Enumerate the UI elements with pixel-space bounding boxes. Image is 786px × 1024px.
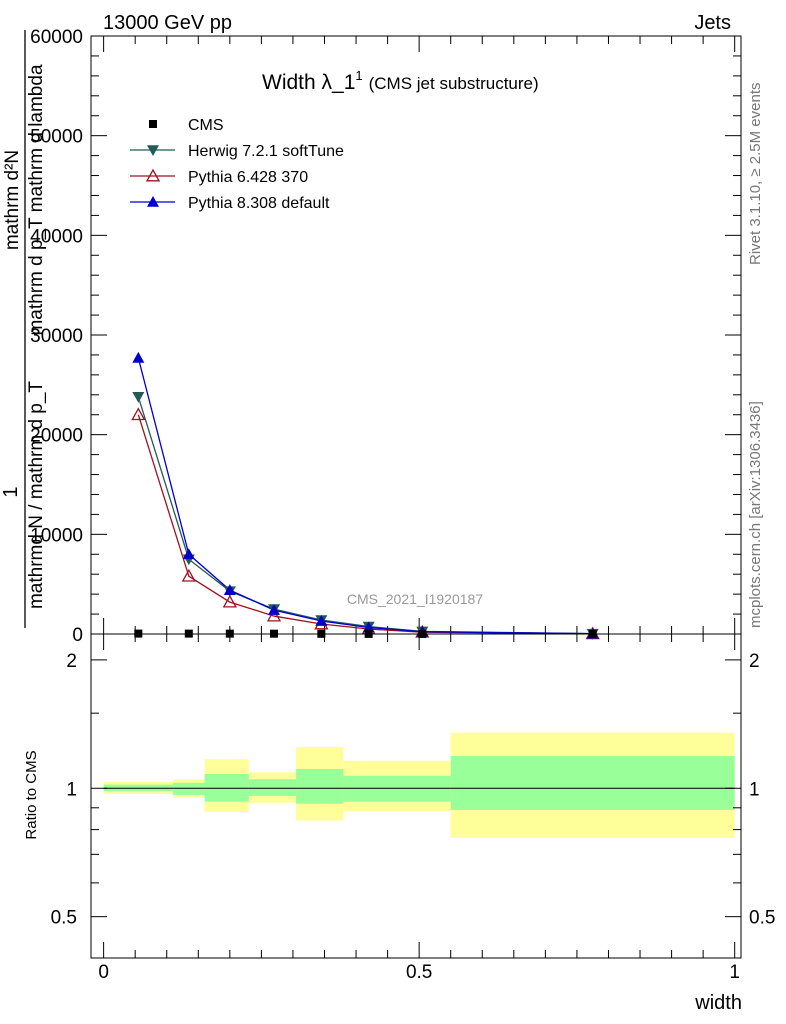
ratio-y-tick-labels: 0.5 0.5 1 1 2 2 — [51, 651, 776, 929]
series-point — [315, 615, 328, 626]
series-lines — [137, 357, 593, 635]
legend-marker — [147, 196, 159, 207]
ratio-panel: 0.5 0.51 12 2 0 0.5 1 Ratio to CMS width — [23, 633, 776, 1014]
legend-marker — [149, 120, 157, 128]
ratio-inner-band — [450, 756, 735, 810]
x-tick-label: 0.5 — [406, 962, 432, 983]
legend-label: Pythia 6.428 370 — [188, 169, 308, 186]
series-point — [182, 548, 195, 560]
series-point — [132, 391, 145, 403]
ylabel-norm: mathrmd N / mathrm d p_T — [26, 381, 47, 609]
series-line — [137, 414, 593, 635]
y-tick-label: 40000 — [30, 226, 83, 247]
title-note: (CMS jet substructure) — [369, 74, 539, 93]
y-tick-label: 20000 — [30, 426, 83, 447]
x-axis-label: width — [694, 992, 742, 1014]
legend-entry: Pythia 6.428 370 — [130, 168, 308, 186]
ratio-y-tick-label: 1 — [66, 779, 77, 800]
title-sup: 1 — [355, 68, 362, 83]
series-line — [137, 357, 593, 635]
legend-entry: Pythia 8.308 default — [130, 195, 330, 212]
watermark: CMS_2021_I1920187 — [347, 591, 483, 607]
header-left: 13000 GeV pp — [103, 12, 232, 34]
title-main: Width λ_1 — [262, 71, 355, 94]
ratio-y-tick-label-right: 0.5 — [749, 908, 775, 929]
ratio-ylabel: Ratio to CMS — [23, 750, 40, 839]
main-y-tick-labels: 0 10000 20000 30000 40000 50000 60000 — [30, 27, 83, 646]
series-point — [223, 584, 236, 595]
legend-label: Herwig 7.2.1 softTune — [188, 143, 344, 160]
legend-label: CMS — [188, 117, 224, 134]
x-tick-label: 0 — [98, 962, 109, 983]
legend-label: Pythia 8.308 default — [188, 195, 330, 212]
series-point — [181, 568, 196, 582]
x-tick-labels: 0 0.5 1 — [98, 962, 740, 983]
x-tick-label: 1 — [729, 962, 740, 983]
ratio-y-tick-label-right: 2 — [749, 651, 760, 672]
header-right: Jets — [694, 12, 731, 34]
series-point — [362, 621, 375, 633]
legend-entry: Herwig 7.2.1 softTune — [130, 143, 344, 160]
chart-title: Width λ_11 (CMS jet substructure) — [262, 68, 539, 94]
y-axis-label: 1 mathrmd N / mathrm d p_T mathrm d²N ma… — [0, 30, 47, 628]
legend-marker — [145, 168, 161, 182]
ylabel-one: 1 — [0, 486, 22, 497]
series-point — [132, 351, 145, 363]
series-point — [266, 608, 282, 622]
rivet-label: Rivet 3.1.10, ≥ 2.5M events — [747, 83, 764, 266]
mcplots-label: mcplots.cern.ch [arXiv:1306.3436] — [747, 401, 764, 628]
series-point — [131, 407, 146, 421]
y-tick-label: 60000 — [30, 27, 83, 48]
legend: CMS Herwig 7.2.1 softTune Pythia 6.428 370… — [130, 117, 344, 212]
ylabel-numerator: mathrm d²N — [2, 150, 23, 250]
ratio-y-tick-label-right: 1 — [749, 779, 760, 800]
y-tick-label: 0 — [72, 625, 83, 646]
ratio-inner-band — [296, 768, 344, 804]
ratio-inner-band — [248, 779, 297, 796]
ratio-y-tick-label: 2 — [66, 651, 77, 672]
ratio-frame — [90, 633, 742, 959]
ratio-bands — [103, 732, 735, 838]
ratio-y-tick-label: 0.5 — [51, 908, 77, 929]
main-panel: 0 10000 20000 30000 40000 50000 60000 CMS_2021… — [30, 27, 742, 646]
series-point — [222, 594, 237, 608]
series-point — [268, 604, 281, 615]
y-tick-label: 30000 — [30, 326, 83, 347]
legend-marker — [147, 145, 159, 156]
y-tick-label: 10000 — [30, 525, 83, 546]
ratio-inner-band — [173, 782, 205, 795]
legend-entry: CMS — [149, 117, 224, 134]
ratio-ticks — [91, 634, 741, 958]
ylabel-denominator: mathrm d p_T mathrm d lambda — [26, 64, 47, 335]
y-tick-label: 50000 — [30, 127, 83, 148]
